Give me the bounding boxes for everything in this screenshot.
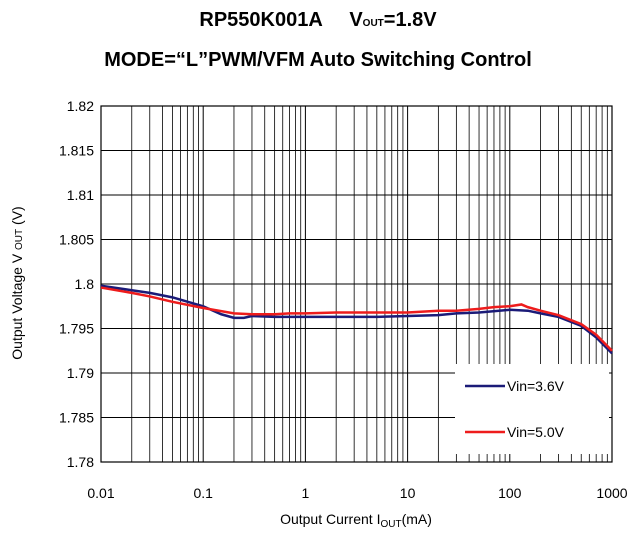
chart-title: RP550K001A VOUT=1.8V — [199, 9, 437, 31]
x-tick-label: 1000 — [596, 485, 627, 501]
plot-frame — [100, 105, 613, 463]
y-tick-label: 1.815 — [59, 143, 94, 159]
title-part: V — [349, 9, 363, 31]
y-tick-label: 1.805 — [59, 232, 94, 248]
label-part: Output Voltage V — [9, 250, 25, 360]
series-line — [100, 284, 613, 355]
y-tick-label: 1.78 — [67, 454, 94, 470]
legend-box — [455, 364, 609, 454]
label-part: OUT — [380, 519, 401, 530]
label-part: OUT — [14, 229, 25, 250]
y-tick-label: 1.81 — [67, 187, 94, 203]
x-tick-label: 1 — [302, 485, 310, 501]
title-part: =1.8V — [384, 9, 437, 31]
x-tick-label: 10 — [400, 485, 416, 501]
title-part: OUT — [363, 18, 384, 29]
y-tick-label: 1.79 — [67, 365, 94, 381]
label-part: (V) — [9, 206, 25, 229]
x-tick-label: 100 — [498, 485, 522, 501]
label-part: (mA) — [402, 511, 432, 527]
series-line — [100, 286, 613, 352]
y-tick-label: 1.785 — [59, 410, 94, 426]
y-tick-label: 1.795 — [59, 321, 94, 337]
label-part: Output Current I — [280, 511, 380, 527]
chart-subtitle: MODE=“L”PWM/VFM Auto Switching Control — [104, 49, 532, 71]
legend-label: Vin=5.0V — [507, 424, 565, 440]
x-axis-label: Output Current IOUT(mA) — [280, 511, 432, 530]
x-tick-label: 0.01 — [87, 485, 114, 501]
y-tick-label: 1.8 — [75, 276, 95, 292]
title-part: RP550K001A — [199, 9, 322, 31]
legend-label: Vin=3.6V — [507, 378, 565, 394]
y-axis-label: Output Voltage V OUT (V) — [9, 206, 25, 359]
y-tick-label: 1.82 — [67, 98, 94, 114]
x-tick-label: 0.1 — [193, 485, 213, 501]
